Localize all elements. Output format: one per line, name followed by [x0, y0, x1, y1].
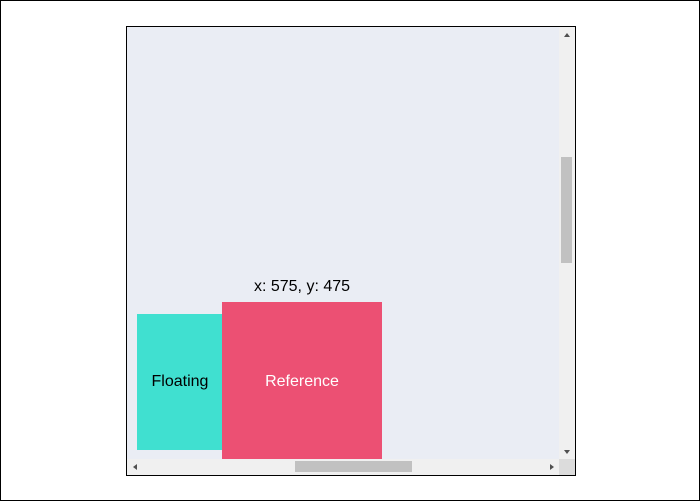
horizontal-scrollbar[interactable]: [127, 459, 560, 475]
scroll-viewport: x: 575, y: 475 Floating Reference: [127, 27, 560, 460]
floating-element: Floating: [137, 314, 223, 450]
vertical-scroll-thumb[interactable]: [561, 157, 572, 263]
scroll-container[interactable]: x: 575, y: 475 Floating Reference: [126, 26, 576, 476]
scroll-right-icon[interactable]: [544, 459, 560, 475]
position-readout: x: 575, y: 475: [253, 278, 351, 295]
reference-element[interactable]: Reference: [222, 302, 382, 460]
floating-label: Floating: [151, 373, 209, 390]
scroll-left-icon[interactable]: [127, 459, 143, 475]
reference-label: Reference: [265, 373, 339, 390]
scroll-up-icon[interactable]: [559, 27, 575, 43]
horizontal-scroll-thumb[interactable]: [295, 461, 412, 472]
scroll-down-icon[interactable]: [559, 444, 575, 460]
scrollbar-corner: [559, 459, 575, 475]
vertical-scrollbar[interactable]: [559, 27, 575, 460]
